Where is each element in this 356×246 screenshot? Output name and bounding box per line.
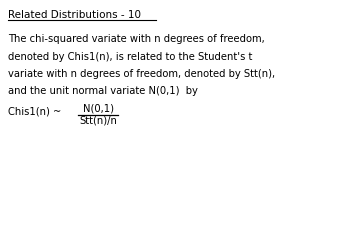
Text: Stt(n)/n: Stt(n)/n	[79, 116, 117, 125]
Text: denoted by Chis1(n), is related to the Student's t: denoted by Chis1(n), is related to the S…	[8, 51, 252, 62]
Text: N(0,1): N(0,1)	[83, 104, 114, 113]
Text: Chis1(n) ~: Chis1(n) ~	[8, 106, 61, 116]
Text: Related Distributions - 10: Related Distributions - 10	[8, 10, 141, 20]
Text: variate with n degrees of freedom, denoted by Stt(n),: variate with n degrees of freedom, denot…	[8, 69, 275, 79]
Text: The chi-squared variate with n degrees of freedom,: The chi-squared variate with n degrees o…	[8, 34, 265, 44]
Text: and the unit normal variate N(0,1)  by: and the unit normal variate N(0,1) by	[8, 87, 198, 96]
